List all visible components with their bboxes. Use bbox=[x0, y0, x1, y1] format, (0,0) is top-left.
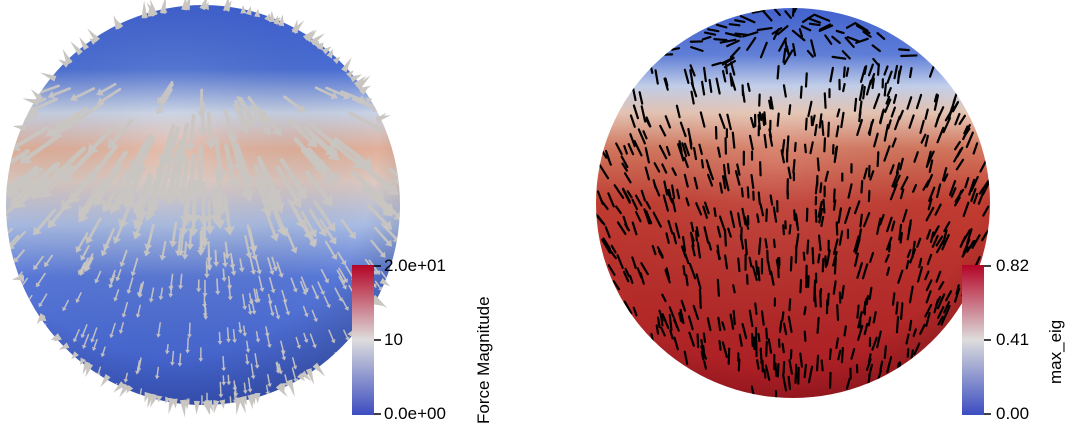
eig-colorbar-title: max_eig bbox=[1046, 319, 1065, 384]
force-sphere-render bbox=[6, 0, 400, 418]
eig-colorbar-min-label: 0.00 bbox=[996, 404, 1030, 423]
force-arrow-rim bbox=[12, 0, 391, 418]
eig-colorbar-max-label: 0.82 bbox=[996, 256, 1030, 275]
force-colorbar-mid-label: 10 bbox=[384, 330, 403, 349]
force-colorbar-max-label: 2.0e+01 bbox=[384, 256, 446, 275]
force-magnitude-panel: 2.0e+01 10 0.0e+00 Force Magnitude bbox=[6, 0, 493, 424]
eig-colorbar bbox=[962, 265, 984, 415]
max-eig-panel: 0.82 0.41 0.00 max_eig bbox=[536, 0, 1072, 430]
eigenvector-line-glyphs bbox=[596, 8, 990, 398]
eig-colorbar-mid-label: 0.41 bbox=[996, 330, 1030, 349]
eig-sphere-render bbox=[596, 8, 991, 415]
force-colorbar-min-label: 0.0e+00 bbox=[384, 404, 446, 423]
force-colorbar bbox=[352, 265, 374, 415]
force-colorbar-title: Force Magnitude bbox=[474, 296, 493, 424]
